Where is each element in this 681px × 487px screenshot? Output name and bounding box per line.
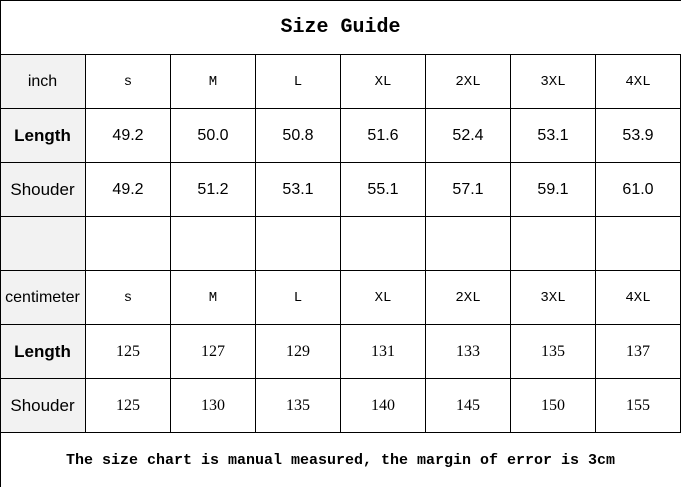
measurement: 130 bbox=[171, 379, 256, 433]
size-header: XL bbox=[341, 271, 426, 325]
measurement: 53.9 bbox=[596, 109, 681, 163]
size-header: 3XL bbox=[511, 271, 596, 325]
measurement: 51.6 bbox=[341, 109, 426, 163]
size-header: XL bbox=[341, 55, 426, 109]
footer-note: The size chart is manual measured, the m… bbox=[1, 433, 681, 487]
size-header: s bbox=[86, 55, 171, 109]
size-header: 4XL bbox=[596, 271, 681, 325]
size-header: M bbox=[171, 55, 256, 109]
unit-label: inch bbox=[1, 55, 86, 109]
measurement: 49.2 bbox=[86, 163, 171, 217]
size-header: s bbox=[86, 271, 171, 325]
measurement: 57.1 bbox=[426, 163, 511, 217]
measurement: 53.1 bbox=[511, 109, 596, 163]
measurement: 135 bbox=[511, 325, 596, 379]
size-header: 2XL bbox=[426, 55, 511, 109]
size-header: L bbox=[256, 55, 341, 109]
spacer bbox=[1, 217, 86, 271]
measurement: 129 bbox=[256, 325, 341, 379]
measurement: 50.8 bbox=[256, 109, 341, 163]
measurement: 127 bbox=[171, 325, 256, 379]
measurement: 137 bbox=[596, 325, 681, 379]
measurement: 131 bbox=[341, 325, 426, 379]
measurement: 61.0 bbox=[596, 163, 681, 217]
measurement: 53.1 bbox=[256, 163, 341, 217]
spacer bbox=[596, 217, 681, 271]
row-label: Shouder bbox=[1, 163, 86, 217]
spacer bbox=[511, 217, 596, 271]
measurement: 51.2 bbox=[171, 163, 256, 217]
spacer bbox=[341, 217, 426, 271]
spacer bbox=[86, 217, 171, 271]
measurement: 135 bbox=[256, 379, 341, 433]
measurement: 55.1 bbox=[341, 163, 426, 217]
title: Size Guide bbox=[1, 1, 681, 55]
spacer bbox=[426, 217, 511, 271]
measurement: 125 bbox=[86, 379, 171, 433]
size-header: 2XL bbox=[426, 271, 511, 325]
measurement: 140 bbox=[341, 379, 426, 433]
measurement: 125 bbox=[86, 325, 171, 379]
measurement: 49.2 bbox=[86, 109, 171, 163]
measurement: 59.1 bbox=[511, 163, 596, 217]
size-header: L bbox=[256, 271, 341, 325]
spacer bbox=[256, 217, 341, 271]
measurement: 50.0 bbox=[171, 109, 256, 163]
measurement: 145 bbox=[426, 379, 511, 433]
row-label: Length bbox=[1, 325, 86, 379]
row-label: Shouder bbox=[1, 379, 86, 433]
size-header: 4XL bbox=[596, 55, 681, 109]
measurement: 133 bbox=[426, 325, 511, 379]
size-header: M bbox=[171, 271, 256, 325]
unit-label: centimeter bbox=[1, 271, 86, 325]
measurement: 52.4 bbox=[426, 109, 511, 163]
size-header: 3XL bbox=[511, 55, 596, 109]
row-label: Length bbox=[1, 109, 86, 163]
measurement: 155 bbox=[596, 379, 681, 433]
measurement: 150 bbox=[511, 379, 596, 433]
spacer bbox=[171, 217, 256, 271]
